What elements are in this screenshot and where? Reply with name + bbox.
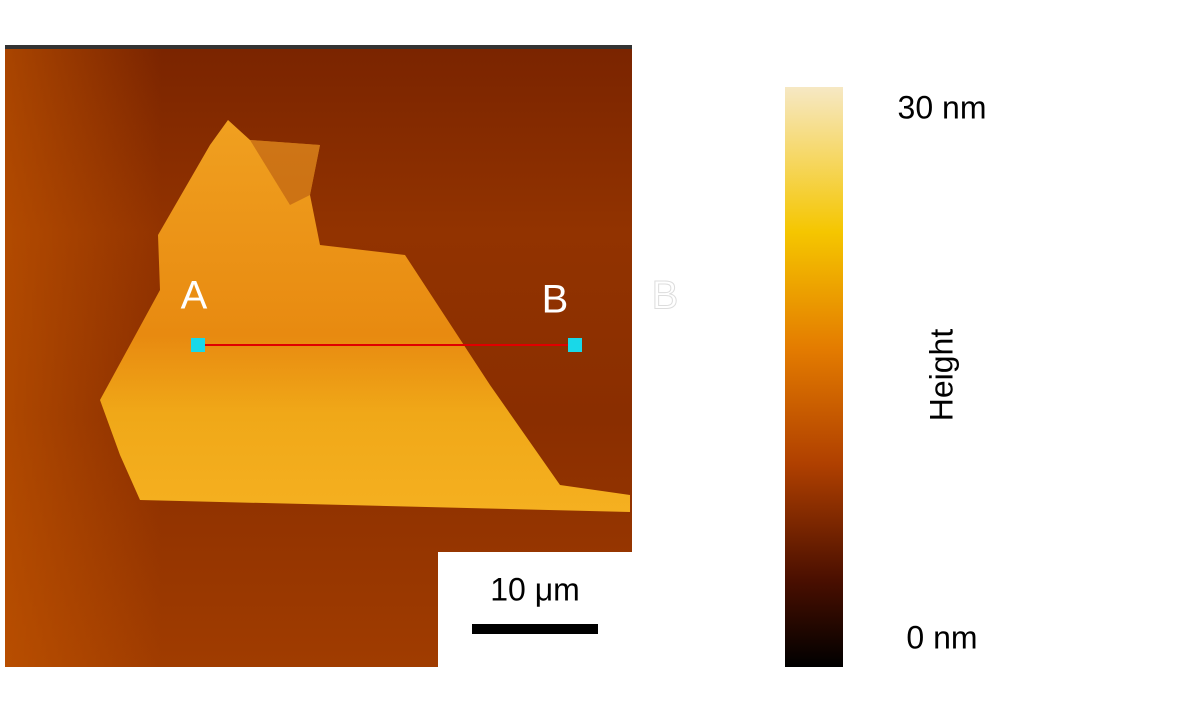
point-a [191, 338, 205, 352]
point-b [568, 338, 582, 352]
flake [100, 120, 630, 512]
scale-bar-label: 10 μm [490, 571, 580, 607]
colorbar-tick-label: 30 nm [898, 89, 987, 125]
ghost-label: B [652, 274, 679, 318]
point-label: A [181, 274, 208, 318]
colorbar-tick-label: 0 nm [906, 619, 977, 655]
colorbar-label: Height [923, 329, 959, 422]
image-border [5, 45, 632, 49]
point-label: B [542, 278, 569, 322]
scale-bar [472, 624, 598, 634]
colorbar-gradient [785, 87, 843, 667]
afm-image: A B B 10 μm [5, 45, 679, 667]
flake-step [250, 140, 320, 205]
colorbar: Height 0 nm 30 nm [785, 87, 986, 667]
scale-bar-box [438, 552, 632, 667]
